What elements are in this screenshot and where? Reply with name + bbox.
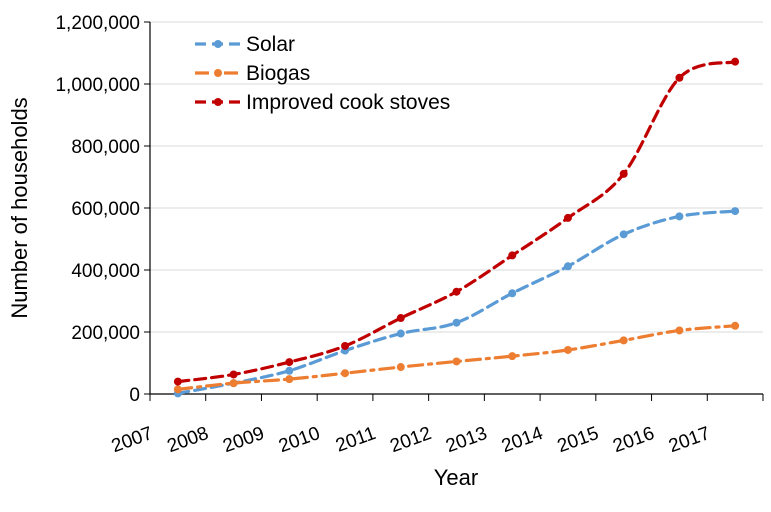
data-point xyxy=(229,379,238,388)
x-tick-label: 2017 xyxy=(666,423,713,457)
data-point xyxy=(396,314,405,323)
series-improved-cook-stoves xyxy=(173,57,740,386)
data-point xyxy=(285,375,294,384)
x-tick-label: 2012 xyxy=(387,423,434,457)
y-tick-label: 1,000,000 xyxy=(55,75,140,96)
x-tick-label: 2009 xyxy=(220,423,267,457)
data-point xyxy=(341,341,350,350)
legend-label: Improved cook stoves xyxy=(246,91,450,114)
legend: Solar Biogas Improved cook stoves xyxy=(195,33,450,114)
data-point xyxy=(173,385,182,394)
data-point xyxy=(341,369,350,378)
data-point xyxy=(452,357,461,366)
y-axis-ticks: 0 200,000 400,000 600,000 800,000 1,000,000 1,… xyxy=(55,13,150,406)
legend-swatch-marker xyxy=(214,40,222,48)
data-point xyxy=(675,212,684,221)
x-tick-label: 2013 xyxy=(443,423,490,457)
data-point xyxy=(396,329,405,338)
series-line xyxy=(176,60,737,384)
legend-label: Solar xyxy=(246,33,295,56)
series-layer xyxy=(173,57,740,398)
x-tick-label: 2010 xyxy=(276,423,323,457)
data-point xyxy=(508,289,517,298)
data-point xyxy=(452,318,461,327)
data-point xyxy=(731,57,740,66)
legend-swatch-marker xyxy=(214,69,222,77)
y-tick-label: 1,200,000 xyxy=(55,13,140,34)
x-tick-label: 2014 xyxy=(499,423,546,457)
legend-item: Improved cook stoves xyxy=(195,91,450,114)
x-axis-title: Year xyxy=(434,465,478,490)
y-tick-label: 400,000 xyxy=(71,261,140,282)
data-point xyxy=(508,251,517,260)
legend-swatch-marker xyxy=(214,98,222,106)
data-point xyxy=(229,370,238,379)
y-axis-title: Number of households xyxy=(7,97,32,318)
y-tick-label: 800,000 xyxy=(71,137,140,158)
x-tick-label: 2015 xyxy=(555,423,602,457)
legend-label: Biogas xyxy=(246,62,310,85)
x-tick-label: 2007 xyxy=(109,423,156,457)
data-point xyxy=(285,366,294,375)
data-point xyxy=(619,336,628,345)
x-tick-label: 2016 xyxy=(610,423,657,457)
data-point xyxy=(563,213,572,222)
x-tick-label: 2011 xyxy=(333,423,379,457)
data-point xyxy=(396,363,405,372)
data-point xyxy=(285,358,294,367)
series-solar xyxy=(173,207,740,398)
data-point xyxy=(619,169,628,178)
series-biogas xyxy=(173,321,740,394)
data-point xyxy=(731,321,740,330)
data-point xyxy=(731,207,740,216)
data-point xyxy=(563,262,572,271)
data-point xyxy=(173,377,182,386)
x-axis-ticks: 2007 2008 2009 2010 2011 2012 2013 2014 2015 2016… xyxy=(109,394,764,457)
data-point xyxy=(675,73,684,82)
data-point xyxy=(563,345,572,354)
data-point xyxy=(619,230,628,239)
grid-lines xyxy=(150,21,763,333)
data-point xyxy=(452,287,461,296)
legend-item: Solar xyxy=(195,33,295,56)
series-line xyxy=(176,209,737,395)
x-tick-label: 2008 xyxy=(165,423,212,457)
y-tick-label: 200,000 xyxy=(71,323,140,344)
data-point xyxy=(675,326,684,335)
data-point xyxy=(508,352,517,361)
legend-item: Biogas xyxy=(195,62,310,85)
y-tick-label: 0 xyxy=(129,385,140,406)
y-tick-label: 600,000 xyxy=(71,199,140,220)
